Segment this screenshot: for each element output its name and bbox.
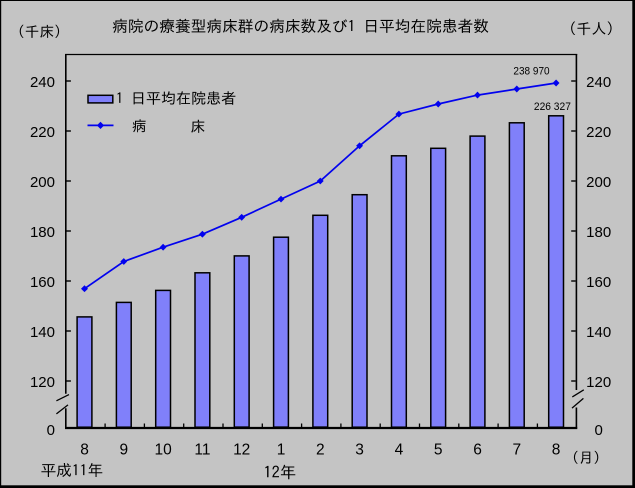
- svg-text:120: 120: [30, 374, 55, 391]
- svg-text:1: 1: [277, 441, 286, 458]
- svg-text:4: 4: [395, 441, 404, 458]
- svg-text:11: 11: [194, 441, 210, 458]
- svg-text:8: 8: [80, 441, 89, 458]
- svg-text:180: 180: [30, 224, 55, 241]
- svg-text:160: 160: [30, 274, 55, 291]
- svg-text:226 327: 226 327: [534, 101, 571, 113]
- svg-text:200: 200: [586, 174, 611, 191]
- svg-text:0: 0: [595, 422, 603, 439]
- svg-text:160: 160: [586, 274, 611, 291]
- svg-text:10: 10: [154, 441, 172, 458]
- svg-text:220: 220: [30, 124, 55, 141]
- svg-text:6: 6: [473, 441, 482, 458]
- svg-text:140: 140: [30, 324, 55, 341]
- svg-text:180: 180: [586, 224, 611, 241]
- svg-text:240: 240: [30, 74, 55, 91]
- svg-text:3: 3: [355, 441, 364, 458]
- svg-text:238 970: 238 970: [513, 66, 549, 78]
- svg-text:12: 12: [233, 441, 250, 458]
- svg-text:220: 220: [586, 124, 611, 141]
- svg-text:0: 0: [47, 422, 55, 439]
- svg-text:7: 7: [512, 441, 521, 458]
- svg-text:140: 140: [586, 324, 611, 341]
- svg-text:120: 120: [586, 374, 611, 391]
- svg-text:5: 5: [434, 441, 443, 458]
- svg-text:2: 2: [316, 441, 325, 458]
- svg-text:8: 8: [552, 441, 561, 458]
- svg-text:9: 9: [119, 441, 128, 458]
- svg-text:240: 240: [586, 74, 611, 91]
- svg-text:200: 200: [30, 174, 55, 191]
